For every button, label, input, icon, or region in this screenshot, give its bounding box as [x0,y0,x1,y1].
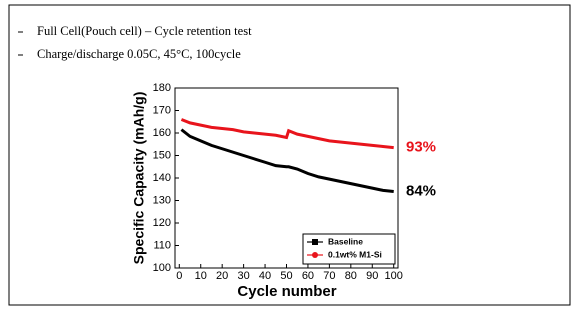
bullet-text: Full Cell(Pouch cell) – Cycle retention … [37,24,252,38]
slide-border [8,4,571,306]
x-tick-label: 70 [323,270,335,282]
legend-label: Baseline [328,236,363,246]
y-tick-label: 110 [153,239,171,251]
y-tick-label: 130 [153,194,171,206]
y-axis-label: Specific Capacity (mAh/g) [131,92,147,265]
x-tick-label: 90 [366,270,378,282]
x-tick-label: 80 [345,270,357,282]
legend-box [302,233,396,265]
x-tick-label: 30 [237,270,249,282]
series-line [180,128,394,193]
x-tick-label: 50 [280,270,292,282]
legend-label: 0.1wt% M1-Si [328,249,382,259]
end-label: 84% [406,182,436,199]
y-tick-label: 140 [153,172,171,184]
y-tick-label: 170 [153,104,171,116]
x-tick-label: 10 [195,270,207,282]
y-tick-label: 150 [153,149,171,161]
x-tick-label: 20 [216,270,228,282]
x-tick-label: 40 [259,270,271,282]
end-label: 93% [406,139,436,156]
y-tick-label: 120 [153,217,171,229]
y-tick-label: 160 [153,127,171,139]
bullet-text: Charge/discharge 0.05C, 45°C, 100cycle [37,47,241,61]
y-tick-label: 100 [153,262,171,274]
x-tick-label: 0 [176,270,182,282]
legend-marker [312,239,318,245]
x-axis-label: Cycle number [237,283,336,300]
legend-marker [312,252,318,258]
y-tick-label: 180 [153,82,171,94]
x-tick-label: 100 [385,270,403,282]
x-tick-label: 60 [302,270,314,282]
series-line [180,118,394,150]
